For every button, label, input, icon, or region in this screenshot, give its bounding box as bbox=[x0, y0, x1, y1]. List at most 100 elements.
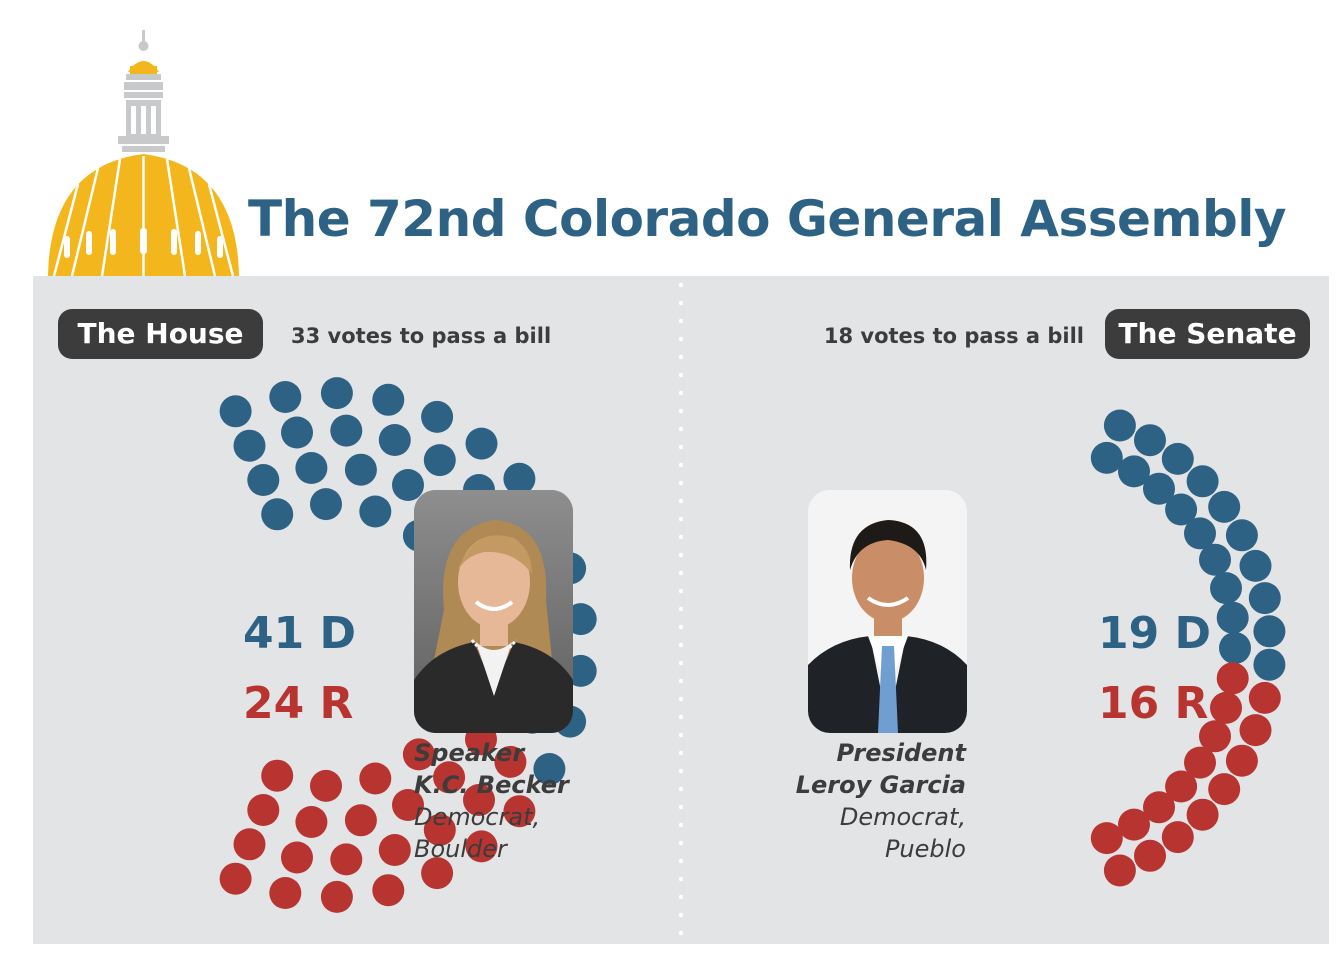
senate-rep-seat bbox=[1184, 746, 1216, 779]
senate-dem-seat bbox=[1225, 519, 1258, 552]
house-dem-seat bbox=[392, 469, 424, 501]
house-dem-seat bbox=[533, 753, 566, 785]
house-rep-seat bbox=[402, 738, 435, 771]
senate-rep-seat bbox=[1118, 808, 1150, 841]
house-rep-seat bbox=[344, 804, 377, 837]
senate-rep-seat bbox=[1161, 821, 1194, 854]
house-rep-count: 24 R bbox=[243, 678, 354, 729]
senate-dem-seat bbox=[1143, 472, 1175, 505]
senate-dem-seat bbox=[1199, 543, 1231, 576]
senate-rep-seat bbox=[1134, 839, 1166, 872]
senate-rep-seat bbox=[1208, 773, 1241, 806]
senate-rep-seat bbox=[1143, 791, 1175, 824]
house-rep-seat bbox=[310, 769, 342, 802]
president-title: President bbox=[836, 739, 967, 767]
senate-rep-count: 16 R bbox=[1098, 678, 1209, 729]
senate-dem-seat bbox=[1253, 615, 1286, 648]
house-votes-needed: 33 votes to pass a bill bbox=[291, 324, 552, 348]
house-dem-seat bbox=[330, 414, 363, 447]
senate-rep-seat bbox=[1186, 798, 1219, 831]
house-rep-seat bbox=[359, 762, 392, 795]
house-rep-seat bbox=[247, 794, 280, 826]
senate-dem-count: 19 D bbox=[1098, 608, 1212, 659]
senate-dem-seat bbox=[1134, 424, 1166, 457]
house-dem-seat bbox=[421, 400, 454, 433]
house-rep-seat bbox=[423, 813, 456, 846]
senate-dem-seat bbox=[1165, 493, 1198, 526]
house-rep-seat bbox=[330, 843, 363, 876]
senate-votes-needed: 18 votes to pass a bill bbox=[823, 324, 1084, 348]
senate-dem-seat bbox=[1239, 549, 1272, 582]
house-rep-seat bbox=[433, 761, 466, 794]
house-dem-seat bbox=[344, 453, 377, 486]
house-dem-seat bbox=[295, 452, 328, 484]
senate-rep-seat bbox=[1248, 681, 1281, 714]
senate-dem-seat bbox=[1208, 490, 1241, 523]
house-rep-seat bbox=[421, 857, 454, 890]
house-rep-seat bbox=[295, 806, 328, 838]
senate-dem-seat bbox=[1186, 465, 1219, 498]
house-dem-seat bbox=[219, 395, 252, 428]
senate-rep-seat bbox=[1165, 770, 1198, 803]
senate-dem-seat bbox=[1103, 409, 1136, 442]
president-name: Leroy Garcia bbox=[795, 771, 966, 799]
house-dem-seat bbox=[269, 381, 302, 413]
house-dem-seat bbox=[359, 495, 392, 528]
capitol-dome-icon bbox=[48, 30, 239, 277]
senate-dem-seat bbox=[1161, 442, 1194, 475]
house-dem-seat bbox=[233, 429, 266, 462]
house-dem-seat bbox=[310, 488, 342, 521]
house-rep-seat bbox=[392, 789, 424, 821]
speaker-party: Democrat, bbox=[414, 803, 541, 831]
house-rep-seat bbox=[465, 830, 498, 863]
speaker-name: K.C. Becker bbox=[414, 771, 569, 799]
senate-dem-seat bbox=[1253, 648, 1286, 681]
senate-dem-seat bbox=[1248, 582, 1281, 615]
house-label: The House bbox=[58, 309, 263, 359]
house-dem-seat bbox=[281, 416, 313, 449]
senate-rep-seat bbox=[1216, 662, 1249, 695]
page-title: The 72nd Colorado General Assembly bbox=[248, 190, 1287, 248]
house-rep-seat bbox=[219, 862, 252, 895]
house-dem-seat bbox=[261, 498, 294, 531]
house-dem-seat bbox=[247, 464, 280, 496]
senate-rep-seat bbox=[1090, 822, 1123, 855]
house-dem-seat bbox=[372, 383, 405, 416]
house-rep-seat bbox=[378, 834, 411, 866]
senate-rep-seat bbox=[1225, 744, 1258, 777]
house-rep-seat bbox=[233, 828, 266, 861]
president-city: Pueblo bbox=[884, 835, 966, 863]
senate-dem-seat bbox=[1219, 632, 1251, 664]
house-dem-seat bbox=[465, 427, 498, 460]
senate-rep-seat bbox=[1210, 691, 1242, 724]
senate-dem-seat bbox=[1216, 601, 1249, 634]
speaker-portrait bbox=[414, 490, 573, 733]
senate-dem-seat bbox=[1090, 441, 1123, 474]
senate-label: The Senate bbox=[1105, 309, 1310, 359]
senate-dem-seat bbox=[1184, 517, 1216, 550]
house-rep-seat bbox=[372, 874, 405, 907]
speaker-caption: Speaker K.C. Becker Democrat, Boulder bbox=[414, 737, 569, 865]
senate-rep-seat bbox=[1199, 720, 1231, 753]
house-rep-seat bbox=[494, 745, 527, 778]
house-rep-seat bbox=[281, 841, 313, 874]
house-dem-seat bbox=[423, 444, 456, 477]
senate-rep-seat bbox=[1239, 714, 1272, 747]
senate-rep-seat bbox=[1103, 854, 1136, 887]
house-rep-seat bbox=[503, 795, 536, 828]
house-dem-seat bbox=[503, 462, 536, 495]
speaker-title: Speaker bbox=[414, 739, 525, 767]
house-rep-seat bbox=[261, 759, 294, 792]
chamber-divider bbox=[679, 276, 683, 944]
president-party: Democrat, bbox=[839, 803, 966, 831]
house-rep-seat bbox=[269, 877, 302, 909]
senate-dem-seat bbox=[1210, 572, 1242, 605]
speaker-city: Boulder bbox=[414, 835, 507, 863]
house-dem-seat bbox=[320, 377, 353, 410]
house-dem-count: 41 D bbox=[243, 608, 357, 659]
president-caption: President Leroy Garcia Democrat, Pueblo bbox=[796, 737, 966, 865]
president-portrait bbox=[808, 490, 967, 733]
senate-dem-seat bbox=[1118, 455, 1150, 488]
house-rep-seat bbox=[463, 784, 495, 816]
